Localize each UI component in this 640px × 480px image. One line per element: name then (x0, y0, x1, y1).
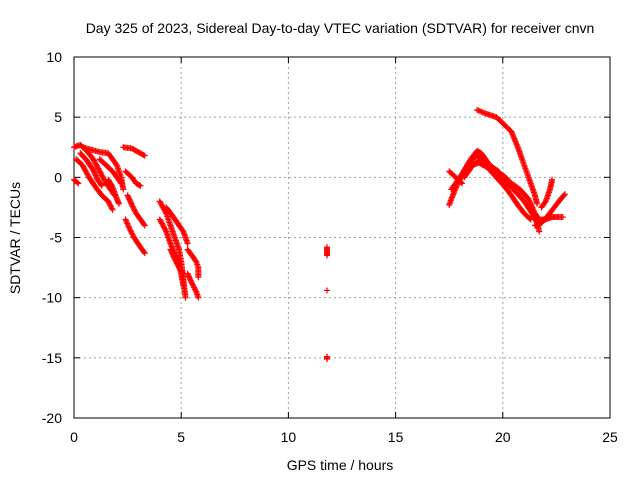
data-point (561, 191, 568, 198)
data-point (125, 195, 132, 202)
data-point (93, 173, 100, 180)
data-point (192, 257, 199, 264)
data-point (141, 250, 148, 257)
y-tick-label: -10 (42, 290, 62, 306)
data-point (90, 167, 97, 174)
data-point (140, 151, 147, 158)
data-point (527, 216, 534, 223)
grid (74, 57, 610, 418)
data-point (536, 228, 543, 235)
y-tick-label: 0 (54, 169, 62, 185)
data-point (124, 221, 131, 228)
data-point (171, 254, 178, 261)
data-point (123, 219, 130, 226)
y-axis-label: SDTVAR / TECUs (7, 182, 23, 294)
data-point (109, 206, 116, 213)
x-tick-label: 25 (602, 429, 618, 445)
data-point (169, 250, 176, 257)
data-point (184, 240, 191, 247)
data-point (120, 186, 127, 193)
data-point (125, 193, 132, 200)
data-point (541, 199, 548, 206)
data-point (179, 227, 186, 234)
data-point (526, 215, 533, 222)
y-tick-label: -20 (42, 410, 62, 426)
data-point (92, 171, 99, 178)
data-point (137, 182, 144, 189)
data-point (162, 227, 169, 234)
data-point (140, 221, 147, 228)
data-point (92, 172, 99, 179)
data-point (187, 276, 194, 283)
x-tick-label: 10 (281, 429, 297, 445)
data-point (113, 161, 120, 168)
data-point (127, 199, 134, 206)
y-tick-label: -5 (50, 230, 63, 246)
data-points (71, 106, 568, 363)
data-point (141, 222, 148, 229)
data-point (126, 196, 133, 203)
chart-title: Day 325 of 2023, Sidereal Day-to-day VTE… (86, 20, 595, 36)
data-point (170, 253, 177, 260)
data-point (182, 294, 189, 301)
data-point (323, 252, 330, 259)
data-point (127, 197, 134, 204)
data-point (122, 216, 129, 223)
data-point (117, 179, 124, 186)
data-point (168, 249, 175, 256)
data-point (98, 182, 105, 189)
data-point (124, 192, 131, 199)
data-point (167, 246, 174, 253)
data-point (128, 200, 135, 207)
data-point (184, 270, 191, 277)
data-point (98, 181, 105, 188)
data-point (123, 217, 130, 224)
data-point (323, 356, 330, 363)
data-point (126, 224, 133, 231)
y-tick-label: 10 (46, 49, 62, 65)
data-point (124, 220, 131, 227)
data-point (195, 294, 202, 301)
x-tick-label: 0 (70, 429, 78, 445)
data-point (185, 271, 192, 278)
data-point (141, 152, 148, 159)
data-point (549, 176, 556, 183)
data-point (140, 248, 147, 255)
axes: 0 5 10 15 20 25 -20 -15 -10 -5 0 5 10 (42, 49, 618, 445)
data-point (108, 182, 115, 189)
data-point (91, 169, 98, 176)
data-point (323, 287, 330, 294)
x-tick-label: 5 (177, 429, 185, 445)
y-tick-label: -15 (42, 350, 62, 366)
data-point (185, 273, 192, 280)
data-point (136, 182, 143, 189)
data-point (180, 282, 187, 289)
x-axis-label: GPS time / hours (287, 457, 394, 473)
data-point (561, 192, 568, 199)
data-point (125, 223, 132, 230)
data-point (179, 269, 186, 276)
data-point (74, 179, 81, 186)
data-point (116, 200, 123, 207)
data-point (195, 274, 202, 281)
data-point (186, 274, 193, 281)
x-tick-label: 15 (388, 429, 404, 445)
data-point (75, 180, 82, 187)
data-point (187, 277, 194, 284)
data-point (169, 252, 176, 259)
data-point (168, 247, 175, 254)
data-point (559, 214, 566, 221)
x-tick-label: 20 (495, 429, 511, 445)
data-point (90, 168, 97, 175)
data-point (459, 180, 466, 187)
data-point (118, 180, 125, 187)
data-point (188, 278, 195, 285)
data-point (534, 200, 541, 207)
y-tick-label: 5 (54, 109, 62, 125)
